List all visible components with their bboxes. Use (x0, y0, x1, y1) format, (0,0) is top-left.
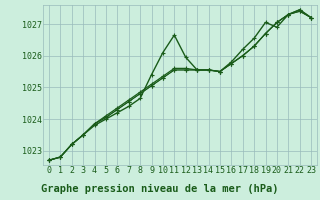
Text: Graphe pression niveau de la mer (hPa): Graphe pression niveau de la mer (hPa) (41, 184, 279, 194)
